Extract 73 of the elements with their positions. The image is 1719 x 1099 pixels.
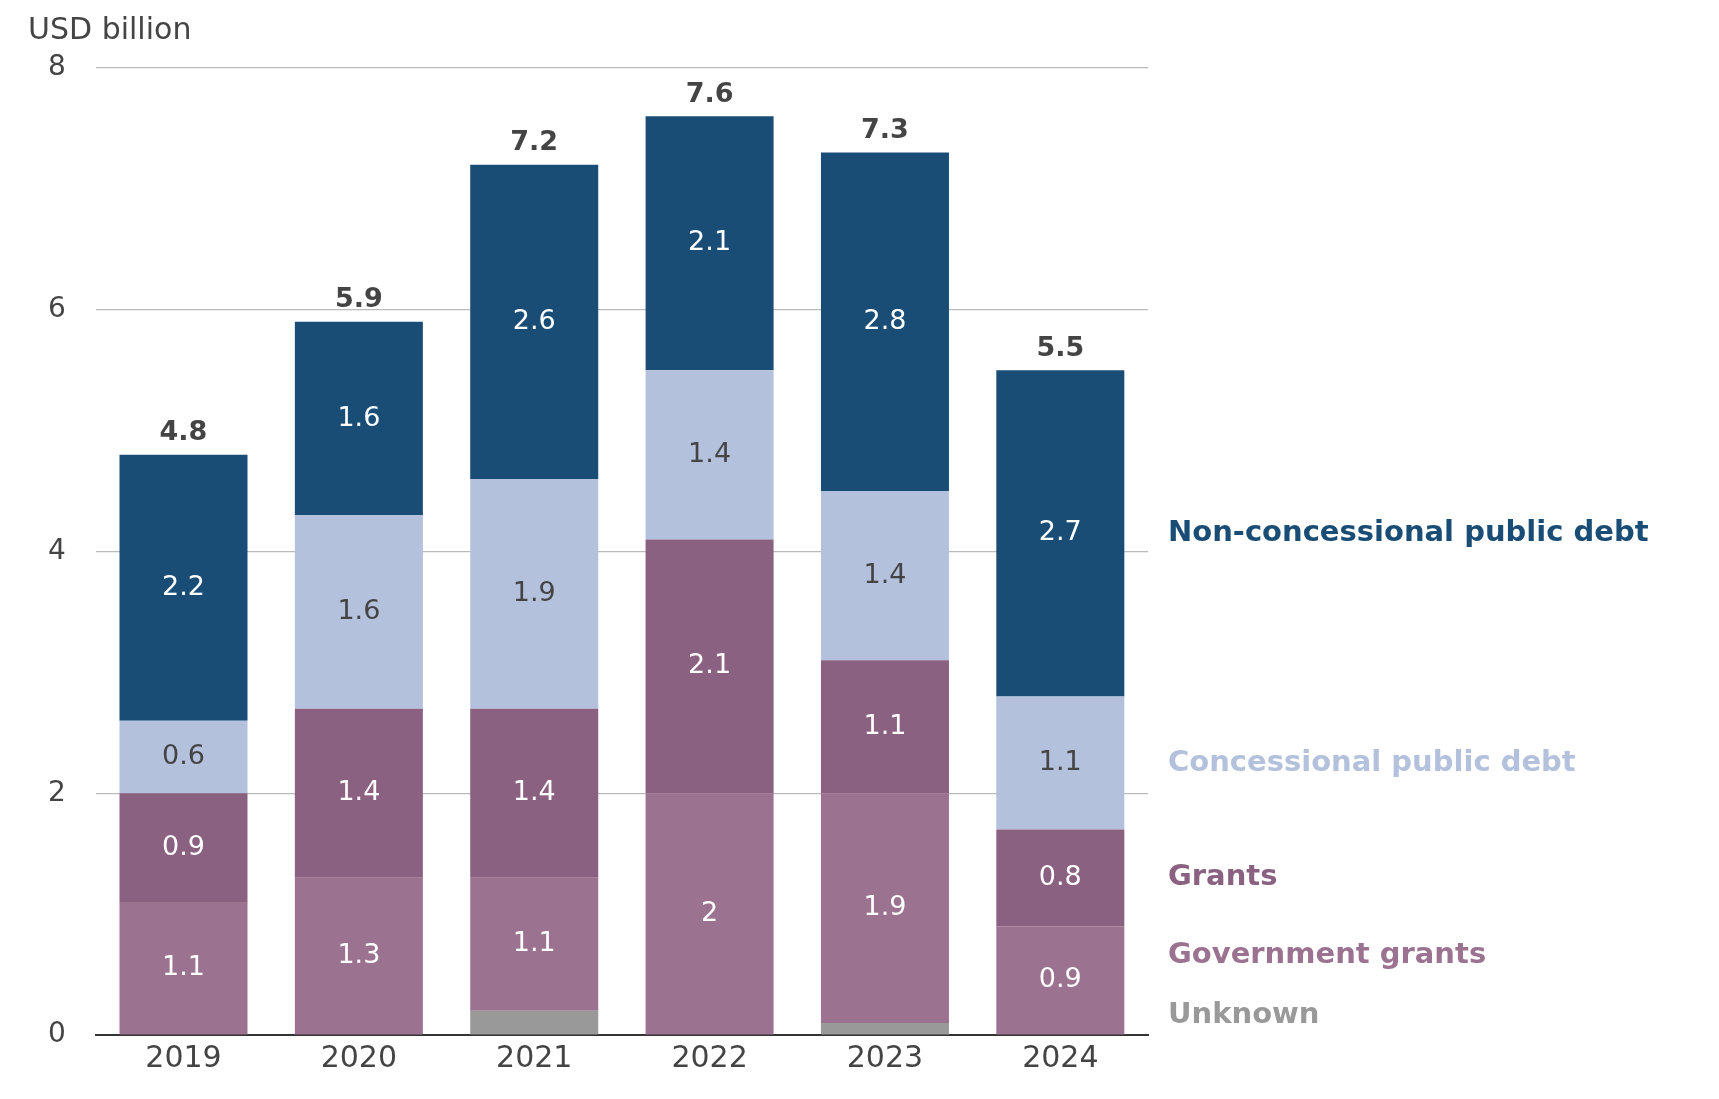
data-label: 1.1 <box>512 926 556 958</box>
bar <box>119 902 248 1035</box>
x-tick-label: 2023 <box>846 1038 924 1074</box>
series-label: Government grants <box>1168 935 1487 970</box>
y-tick-label: 2 <box>47 774 66 808</box>
data-label: 1.6 <box>337 593 381 625</box>
data-label: 1.3 <box>337 938 381 970</box>
bar <box>470 478 599 709</box>
data-label: 1.4 <box>863 557 907 589</box>
y-tick-label: 8 <box>47 49 66 83</box>
data-label: 0.8 <box>1038 859 1082 891</box>
data-label: 0.9 <box>162 829 205 861</box>
x-tick-label: 2021 <box>496 1038 573 1074</box>
data-label: 1.1 <box>162 950 205 982</box>
y-tick-label: 6 <box>47 291 66 325</box>
bar <box>119 454 248 721</box>
bar <box>470 164 599 479</box>
data-label: 0.6 <box>162 739 205 770</box>
total-label: 5.9 <box>334 282 383 314</box>
y-axis-title: USD billion <box>28 10 192 46</box>
bar <box>470 708 599 878</box>
bar <box>119 720 248 794</box>
data-label: 1.4 <box>337 775 381 807</box>
bar <box>996 926 1125 1035</box>
bar <box>294 321 423 516</box>
x-tick-label: 2019 <box>145 1038 222 1074</box>
bar <box>645 793 774 1035</box>
bar <box>294 877 423 1035</box>
bar <box>996 696 1125 830</box>
series-label: Non-concessional public debt <box>1168 513 1649 548</box>
data-label: 1.4 <box>688 436 732 468</box>
series-label: Grants <box>1168 858 1278 893</box>
bar <box>996 829 1125 927</box>
bar <box>294 708 423 878</box>
total-label: 7.2 <box>510 125 559 157</box>
data-label: 2.8 <box>863 303 907 335</box>
x-tick-label: 2022 <box>671 1038 748 1074</box>
text: Unknown <box>1168 995 1320 1030</box>
x-tick-label: 2024 <box>1022 1038 1099 1074</box>
data-label: 1.1 <box>863 708 907 740</box>
data-label: 2.2 <box>162 569 205 601</box>
x-tick-label: 2020 <box>320 1038 398 1074</box>
bar <box>820 793 949 1023</box>
data-label: 2 <box>701 895 719 927</box>
data-label: 1.4 <box>512 775 556 807</box>
data-label: 1.1 <box>1038 745 1082 777</box>
bar <box>645 539 774 794</box>
data-label: 2.6 <box>512 303 556 335</box>
series-label: Concessional public debt <box>1168 743 1576 778</box>
bar <box>645 370 774 540</box>
y-tick-label: 4 <box>47 532 66 566</box>
total-label: 4.8 <box>159 415 208 447</box>
total-label: 5.5 <box>1036 330 1085 362</box>
bar <box>820 491 949 661</box>
data-label: 1.9 <box>512 575 556 607</box>
data-label: 2.7 <box>1038 515 1082 547</box>
bar <box>119 793 248 903</box>
y-tick-label: 0 <box>47 1016 66 1050</box>
data-label: 2.1 <box>688 225 732 257</box>
total-label: 7.6 <box>685 76 734 108</box>
bar <box>645 116 774 371</box>
bar <box>820 660 949 794</box>
bar <box>470 877 599 1011</box>
bar <box>820 1022 949 1035</box>
bar <box>294 515 423 709</box>
data-label: 1.9 <box>863 890 907 922</box>
bar <box>996 370 1125 697</box>
data-label: 2.1 <box>688 648 732 680</box>
bar <box>470 1010 599 1035</box>
data-label: 1.6 <box>337 400 381 432</box>
total-label: 7.3 <box>861 113 909 145</box>
bar <box>820 152 949 492</box>
data-label: 0.9 <box>1038 962 1082 994</box>
